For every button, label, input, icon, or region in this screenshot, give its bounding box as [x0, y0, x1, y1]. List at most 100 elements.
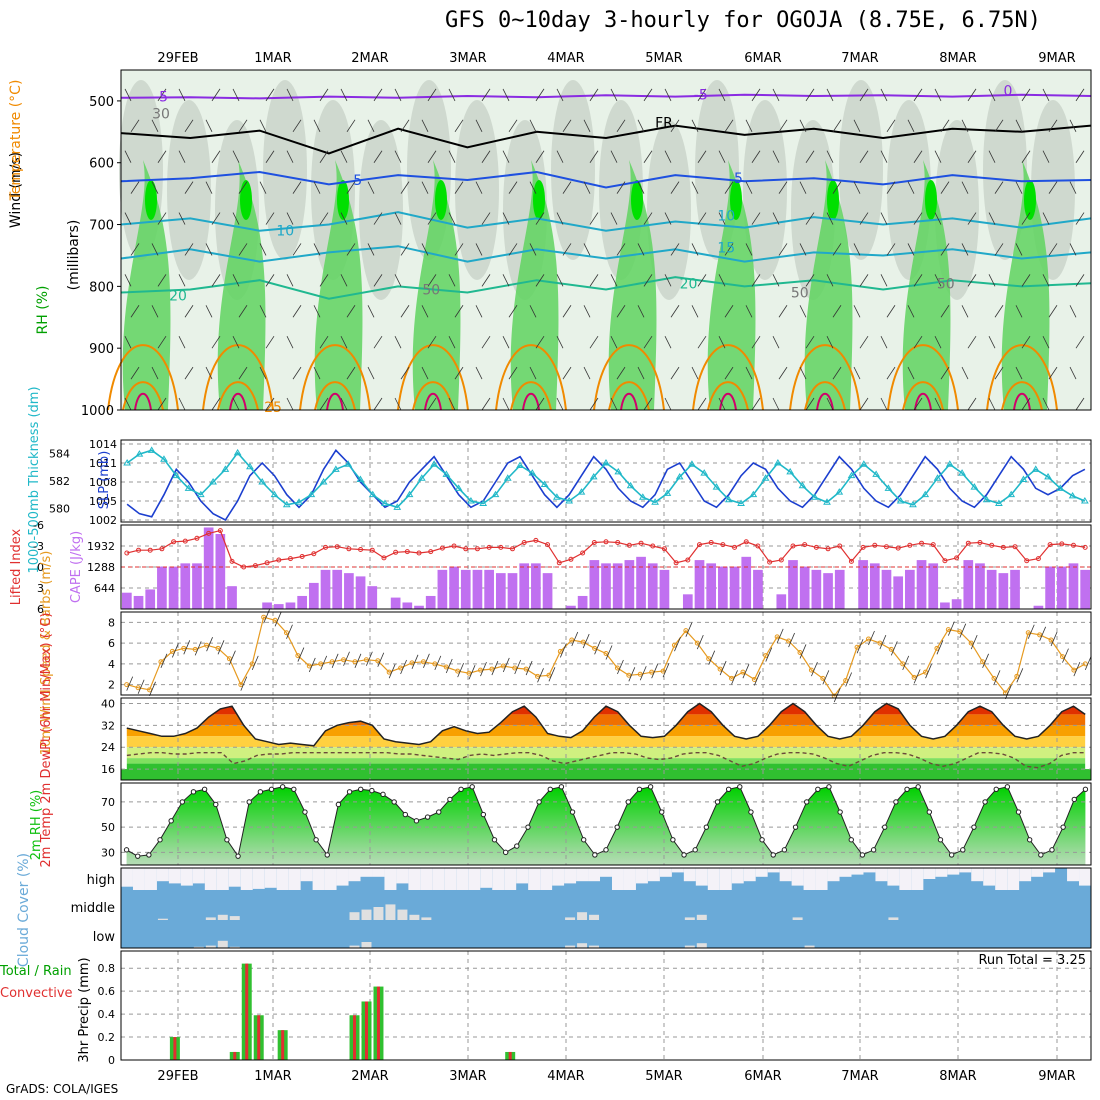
cape-bar — [741, 556, 752, 609]
wind-barb-10m — [788, 632, 795, 648]
thickness-marker — [675, 472, 684, 480]
wind-barb — [286, 150, 294, 163]
cloud-high-cell — [839, 868, 852, 877]
rh2m-marker — [1026, 837, 1033, 843]
wind-barb — [130, 305, 140, 318]
wind-barb — [535, 274, 545, 287]
wind-speed-marker — [295, 653, 301, 659]
rh-core-bright — [631, 180, 643, 220]
wind-speed-marker — [443, 664, 449, 670]
slp-tick-label: 1005 — [89, 495, 117, 508]
chart-title: GFS 0~10day 3-hourly for OGOJA (8.75E, 6… — [445, 8, 1042, 33]
wind-barb — [124, 336, 132, 349]
rh-core-bright — [730, 180, 742, 220]
wind-barb-10m — [1039, 626, 1047, 641]
date-label-top: 5MAR — [645, 51, 682, 66]
wind-barb — [643, 335, 653, 349]
cloud-high-cell — [192, 868, 205, 884]
wind-barb-10m — [137, 679, 145, 694]
precip-convective-bar — [173, 1037, 177, 1060]
contour-label: 15 — [717, 240, 735, 256]
li-marker — [790, 543, 796, 549]
wind-barb — [994, 119, 1004, 133]
precip-convective-bar — [376, 986, 380, 1060]
wind-barb — [805, 88, 815, 102]
wind-barb — [1021, 335, 1031, 349]
cloud-low-cell — [589, 945, 600, 948]
cloud-high-cell — [300, 868, 313, 882]
temp-line — [126, 702, 1086, 747]
cloud-high-cell — [420, 868, 433, 890]
date-label-bottom: 4MAR — [547, 1069, 584, 1084]
wind-speed-marker — [991, 675, 997, 681]
thickness-marker — [282, 500, 291, 508]
thickness-marker — [123, 459, 132, 466]
wind-barb — [292, 366, 302, 380]
slp-tick-label: 1014 — [89, 438, 117, 451]
wind-barb — [292, 181, 302, 194]
wind-barb — [745, 305, 753, 318]
pressure-tick-label: 1000 — [81, 404, 114, 419]
date-label-bottom: 9MAR — [1038, 1069, 1075, 1084]
cape-bar — [858, 560, 868, 609]
cloud-high-cell — [875, 868, 888, 882]
cloud-middle-cell — [888, 917, 899, 920]
cloud-high-cell — [240, 868, 253, 890]
li-marker — [626, 542, 632, 548]
rh2m-marker — [201, 786, 208, 793]
rh2m-marker — [971, 824, 977, 830]
thickness-marker — [295, 498, 303, 505]
li-marker — [171, 539, 177, 545]
wind-barb — [124, 150, 132, 163]
wind-barb — [394, 336, 402, 349]
wind-barb — [259, 305, 267, 318]
li-marker — [136, 547, 142, 553]
cloud-high-cell — [600, 868, 612, 877]
thickness-marker — [479, 499, 488, 507]
cloud-high-cell — [168, 868, 181, 884]
wind-barb-10m — [331, 653, 339, 668]
wind-barb-10m — [731, 670, 738, 685]
wind-barb — [340, 274, 348, 287]
temp-band — [126, 714, 1086, 726]
wind-barb — [643, 212, 653, 225]
pressure-tick-label: 800 — [89, 280, 114, 295]
rh-shade-grey — [647, 120, 691, 300]
wind-speed-marker — [717, 666, 723, 672]
cloud-middle-cell — [696, 914, 707, 920]
thickness-marker — [516, 461, 524, 469]
wind-barb — [1075, 274, 1085, 287]
wind-barb-10m — [753, 671, 761, 686]
wind-barb — [886, 305, 896, 318]
wind-barb-10m — [468, 665, 476, 680]
thickness-marker — [184, 484, 193, 491]
wind-barb — [772, 212, 780, 225]
wind-barb — [562, 119, 572, 133]
wind-barb — [313, 243, 321, 256]
thickness-marker — [896, 497, 905, 504]
wind-barb-10m — [1027, 624, 1035, 639]
wind-barb-10m — [217, 640, 225, 655]
wind-barb — [886, 119, 896, 133]
wind-barb — [454, 181, 464, 194]
wind-barb — [880, 336, 888, 349]
pressure-tick-label: 500 — [89, 95, 114, 110]
wind-barb-10m — [776, 628, 784, 644]
wind-barb — [529, 181, 537, 194]
wind-barb — [832, 243, 842, 256]
wind-barb — [529, 305, 537, 318]
rh2m-marker — [525, 824, 531, 830]
cape-bar — [975, 563, 985, 609]
thickness-marker — [233, 448, 242, 456]
cloud-high-cell — [144, 868, 157, 890]
cape-bar — [799, 566, 810, 609]
wind-barb — [481, 88, 491, 102]
wind-barb — [934, 397, 942, 411]
wind-barb — [319, 150, 329, 163]
cape-bar — [1080, 569, 1090, 609]
li-marker — [813, 544, 819, 550]
wind-barb-10m — [628, 667, 636, 682]
wind-barb — [1069, 366, 1077, 380]
wind-barb — [178, 212, 186, 225]
wind-barb — [718, 88, 726, 102]
